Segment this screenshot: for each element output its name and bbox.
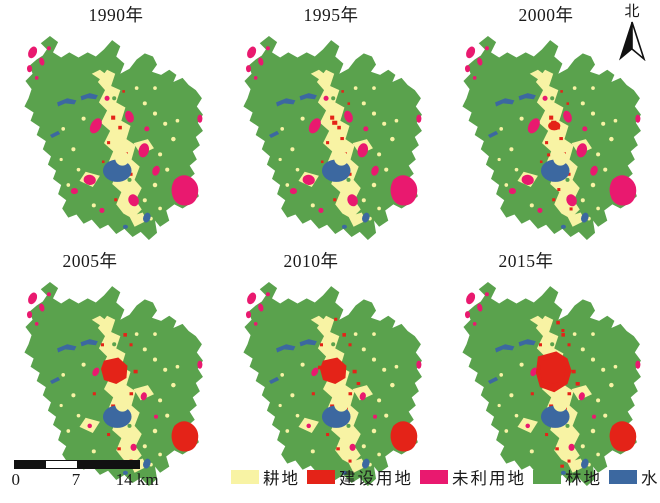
legend-item-water: 水域 [609,465,660,489]
scale-bar-segment [77,461,139,468]
scale-bar-track [14,460,140,469]
north-label: 北 [624,4,640,20]
legend-label-unused: 未利用地 [452,469,526,488]
map-title: 1990年 [88,5,144,25]
legend-item-cultivated: 耕地 [231,465,300,489]
map-panel-2005: 2005年 [2,250,218,494]
scale-tick-0: 0 [11,470,20,489]
scale-bar: 0 7 14 km [11,460,174,491]
legend-label-construction: 建设用地 [339,469,413,488]
scale-bar-segment [15,461,46,468]
legend-swatch-unused [420,470,448,484]
map-title: 2000年 [518,5,574,25]
map-title: 1995年 [303,5,359,25]
scale-bar-ticks: 0 7 14 km [11,469,174,491]
figure-footer: 0 7 14 km 耕地 建设用地 未利用地 林地 [0,457,660,503]
legend-swatch-construction [307,470,335,484]
legend-swatch-water [609,470,637,484]
map-title: 2015年 [498,251,554,271]
map-title: 2005年 [62,251,118,271]
scale-tick-14km: 14 km [115,470,159,489]
map-panel-1990: 1990年 [2,4,218,248]
map-panel-2000: 2000年 [440,4,656,248]
land-use-map-1990 [24,36,203,241]
scale-tick-7: 7 [71,470,81,489]
map-panel-2010: 2010年 [221,250,437,494]
legend-label-cultivated: 耕地 [263,469,300,488]
legend-item-forest: 林地 [533,465,602,489]
legend-label-water: 水域 [641,469,660,488]
land-use-map-1995 [243,36,422,241]
map-panel-1995: 1995年 [221,4,437,248]
north-arrow-icon [618,21,646,62]
map-panel-2015: 2015年 [440,250,656,494]
map-title: 2010年 [283,251,339,271]
legend-swatch-forest [533,470,561,484]
north-arrow: 北 [614,3,650,66]
legend-item-construction: 建设用地 [307,465,413,489]
legend-item-unused: 未利用地 [420,465,526,489]
scale-bar-segment [46,461,77,468]
legend: 耕地 建设用地 未利用地 林地 水域 [231,465,660,489]
legend-swatch-cultivated [231,470,259,484]
legend-label-forest: 林地 [565,469,602,488]
